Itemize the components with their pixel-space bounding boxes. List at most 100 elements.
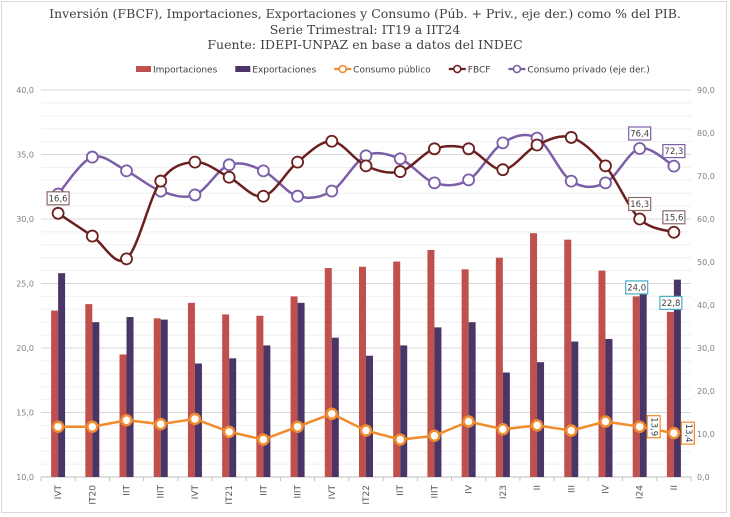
x-axis-tick-label: IT21 xyxy=(225,485,235,505)
data-label-consumo-privado: 72,3 xyxy=(664,147,683,157)
x-axis-tick-label: I24 xyxy=(636,485,646,499)
data-label-consumo-privado-box xyxy=(662,144,686,159)
marker-consumo-privado-eje-der xyxy=(188,188,202,202)
legend-label-importaciones: Importaciones xyxy=(153,66,218,76)
right-axis-tick-label: 70,0 xyxy=(697,172,715,181)
left-axis-tick-label: 30,0 xyxy=(16,215,34,224)
right-axis-tick-label: 0,0 xyxy=(697,473,710,482)
marker-consumo-p-blico xyxy=(51,420,65,433)
bar-exportaciones xyxy=(160,319,168,477)
bar-importaciones xyxy=(495,257,503,477)
marker-consumo-p-blico xyxy=(154,417,167,431)
marker-consumo-privado-eje-der xyxy=(222,158,236,172)
marker-fbcf xyxy=(85,229,99,243)
data-label-fbcf-box xyxy=(628,196,652,212)
marker-fbcf xyxy=(530,138,544,152)
marker-consumo-privado-eje-der xyxy=(428,176,441,190)
marker-consumo-p-blico xyxy=(86,420,99,433)
x-axis-tick-label: IIIT xyxy=(294,485,304,499)
right-axis-tick-label: 80,0 xyxy=(697,129,715,138)
bar-exportaciones xyxy=(673,279,681,477)
x-axis-tick-label: IT22 xyxy=(362,485,372,505)
marker-consumo-p-blico xyxy=(496,423,510,436)
bar-exportaciones xyxy=(126,317,134,477)
bar-exportaciones xyxy=(571,341,579,477)
legend-label-consumo-p-blico: Consumo público xyxy=(353,66,431,76)
bar-importaciones xyxy=(290,296,298,477)
marker-fbcf xyxy=(599,159,612,173)
bar-exportaciones xyxy=(468,322,476,477)
right-axis-tick-label: 30,0 xyxy=(697,344,715,353)
bar-exportaciones xyxy=(331,337,339,477)
right-axis-tick-label: 20,0 xyxy=(697,387,715,396)
marker-consumo-privado-eje-der xyxy=(564,174,578,188)
legend-marker-consumo-privado-eje-der xyxy=(512,64,522,74)
bar-exportaciones xyxy=(229,358,237,477)
left-axis-tick-label: 25,0 xyxy=(16,280,34,289)
marker-fbcf xyxy=(325,134,339,148)
marker-consumo-p-blico xyxy=(257,433,270,446)
marker-fbcf xyxy=(496,163,510,177)
marker-fbcf xyxy=(188,155,202,169)
marker-consumo-privado-eje-der xyxy=(599,176,612,190)
right-axis-tick-label: 60,0 xyxy=(697,215,715,224)
bar-importaciones xyxy=(359,266,366,477)
data-label-fbcf: 15,6 xyxy=(664,213,683,223)
bar-exportaciones xyxy=(639,293,647,477)
marker-consumo-p-blico xyxy=(633,420,646,433)
bar-importaciones xyxy=(222,314,230,477)
bar-importaciones xyxy=(632,296,640,477)
marker-fbcf xyxy=(428,142,441,156)
data-label-consumo-privado-box xyxy=(628,126,652,141)
bar-importaciones xyxy=(427,249,435,477)
right-axis-tick-label: 10,0 xyxy=(697,430,715,439)
x-axis-tick-label: I23 xyxy=(499,485,509,499)
chart-subtitle: Serie Trimestral: IT19 a IIT24 xyxy=(269,22,461,37)
marker-fbcf xyxy=(291,155,304,169)
marker-fbcf xyxy=(667,225,681,239)
marker-consumo-privado-eje-der xyxy=(256,164,270,178)
x-axis-tick-label: II xyxy=(533,485,543,490)
marker-consumo-p-blico xyxy=(530,419,544,432)
data-label-fbcf: 16,3 xyxy=(630,200,649,210)
data-label-importaciones-box xyxy=(659,295,683,310)
right-axis-tick-label: 90,0 xyxy=(697,86,715,95)
data-label-consumo-publico-box xyxy=(646,415,661,439)
marker-consumo-p-blico xyxy=(359,424,373,437)
x-axis-tick-label: III xyxy=(567,485,577,493)
bar-exportaciones xyxy=(297,302,305,477)
left-axis-tick-label: 15,0 xyxy=(16,409,34,418)
data-label-consumo-privado: 76,4 xyxy=(630,129,649,139)
marker-consumo-p-blico xyxy=(565,424,578,437)
marker-fbcf xyxy=(393,165,407,178)
marker-consumo-p-blico xyxy=(393,433,407,446)
bar-exportaciones xyxy=(263,345,271,477)
bar-importaciones xyxy=(187,302,195,477)
x-axis-tick-label: IT20 xyxy=(88,485,98,505)
bar-importaciones xyxy=(598,270,606,477)
bar-exportaciones xyxy=(537,362,545,477)
legend-label-fbcf: FBCF xyxy=(468,66,491,76)
bar-importaciones xyxy=(85,304,93,477)
marker-consumo-p-blico xyxy=(462,415,475,428)
data-label-importaciones: 22,8 xyxy=(661,299,680,309)
data-label-consumo-publico-box xyxy=(680,421,695,445)
marker-fbcf xyxy=(154,174,168,188)
x-axis-tick-label: IIT xyxy=(396,485,406,496)
right-axis-tick-label: 40,0 xyxy=(697,301,715,310)
marker-consumo-privado-eje-der xyxy=(325,184,339,198)
marker-consumo-privado-eje-der xyxy=(496,136,510,150)
bar-exportaciones xyxy=(605,338,613,477)
bar-importaciones xyxy=(153,318,161,477)
marker-consumo-privado-eje-der xyxy=(393,152,407,166)
x-axis-tick-label: IV xyxy=(601,484,611,494)
marker-fbcf xyxy=(222,170,236,184)
marker-fbcf xyxy=(51,206,65,220)
data-label-importaciones: 24,0 xyxy=(627,283,646,293)
marker-fbcf xyxy=(564,131,578,144)
bar-importaciones xyxy=(461,269,469,477)
left-axis-tick-label: 20,0 xyxy=(16,344,34,353)
legend-marker-fbcf xyxy=(452,64,462,74)
